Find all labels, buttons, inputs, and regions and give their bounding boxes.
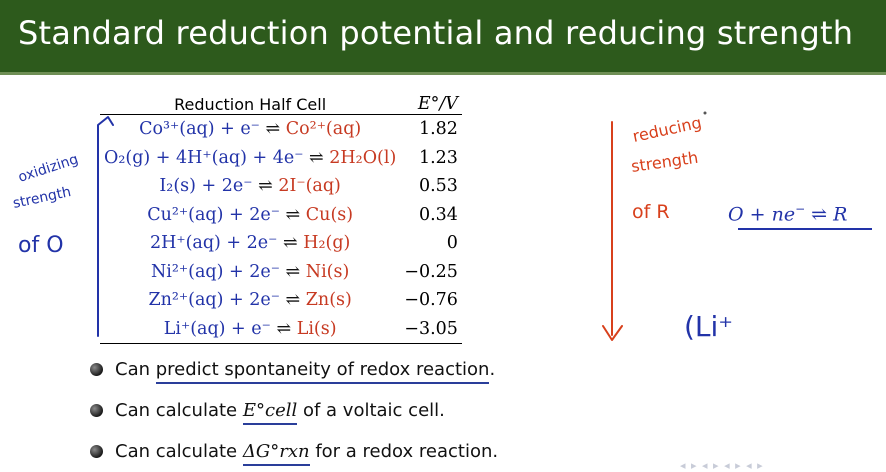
oxidized-species: Zn²⁺(aq) + 2e⁻ <box>148 290 280 311</box>
table-row: Zn²⁺(aq) + 2e⁻ ⇌ Zn(s) −0.76 <box>100 286 462 315</box>
slide-navigation-icon[interactable]: ◂ ▸ ◂ ▸ ◂ ▸ ◂ ▸ <box>680 459 764 472</box>
reduction-potential-table: Reduction Half Cell E°/V Co³⁺(aq) + e⁻ ⇌… <box>100 90 462 344</box>
oxidizing-note: oxidizing <box>16 151 80 185</box>
table-row: O₂(g) + 4H⁺(aq) + 4e⁻ ⇌ 2H₂O(l) 1.23 <box>100 144 462 173</box>
half-reaction: 2H⁺(aq) + 2e⁻ ⇌ H₂(g) <box>100 229 400 258</box>
potential-value: 0 <box>446 233 458 254</box>
oxidized-species: O₂(g) + 4H⁺(aq) + 4e⁻ <box>104 147 304 168</box>
bullet-dot <box>90 404 103 417</box>
table-row: Co³⁺(aq) + e⁻ ⇌ Co²⁺(aq) 1.82 <box>100 115 462 144</box>
equilibrium-arrow: ⇌ <box>258 176 273 197</box>
potential-value: 1.23 <box>418 147 458 168</box>
right-arrow-down-icon <box>602 121 623 341</box>
title-bar: Standard reduction potential and reducin… <box>0 0 886 72</box>
equilibrium-arrow: ⇌ <box>285 261 301 282</box>
potential-value: 0.53 <box>418 176 458 197</box>
table-row: Cu²⁺(aq) + 2e⁻ ⇌ Cu(s) 0.34 <box>100 201 462 230</box>
ink-dot <box>703 111 707 115</box>
half-reaction: I₂(s) + 2e⁻ ⇌ 2I⁻(aq) <box>100 172 400 201</box>
equilibrium-arrow: ⇌ <box>265 119 281 140</box>
table-header-row: Reduction Half Cell E°/V <box>100 90 462 115</box>
bullet-item: Can calculate ΔG°rxn for a redox reactio… <box>90 431 498 472</box>
header-half-cell: Reduction Half Cell <box>174 95 327 114</box>
half-reaction: O₂(g) + 4H⁺(aq) + 4e⁻ ⇌ 2H₂O(l) <box>100 144 400 173</box>
header-potential: E°/V <box>417 94 458 114</box>
half-reaction: Cu²⁺(aq) + 2e⁻ ⇌ Cu(s) <box>100 201 400 230</box>
reduced-species: 2H₂O(l) <box>329 147 397 168</box>
half-reaction: Ni²⁺(aq) + 2e⁻ ⇌ Ni(s) <box>100 258 400 287</box>
of-o-note: of O <box>18 233 64 258</box>
bullet-text: Can predict spontaneity of redox reactio… <box>115 359 495 384</box>
reduced-species: Zn(s) <box>305 290 352 311</box>
general-half-reaction: O + ne− ⇌ R <box>728 202 848 226</box>
reduced-species: 2I⁻(aq) <box>278 176 341 197</box>
left-annotation: oxidizing strength of O <box>12 116 114 337</box>
oxidized-species: Cu²⁺(aq) + 2e⁻ <box>147 204 280 225</box>
reduced-species: Cu(s) <box>305 204 354 225</box>
underlined-phrase: predict spontaneity of redox reaction <box>155 359 490 384</box>
bullet-text: Can calculate ΔG°rxn for a redox reactio… <box>115 441 498 466</box>
bullet-item: Can calculate E°cell of a voltaic cell. <box>90 390 498 431</box>
strength-r-note: strength <box>630 148 699 176</box>
reduced-species: Li(s) <box>296 318 337 339</box>
potential-value: −0.76 <box>404 290 458 311</box>
gibbs-energy-symbol: ΔG°rxn <box>242 441 310 466</box>
equilibrium-arrow: ⇌ <box>285 204 301 225</box>
li-ion-note: (Li⁺ <box>684 310 733 343</box>
potential-value: −0.25 <box>404 261 458 282</box>
reduced-species: Co²⁺(aq) <box>285 119 362 140</box>
oxidized-species: 2H⁺(aq) + 2e⁻ <box>149 233 278 254</box>
bullet-text: Can calculate E°cell of a voltaic cell. <box>115 400 445 425</box>
table-row: I₂(s) + 2e⁻ ⇌ 2I⁻(aq) 0.53 <box>100 172 462 201</box>
of-r-note: of R <box>632 201 670 223</box>
bullet-list: Can predict spontaneity of redox reactio… <box>90 349 498 472</box>
half-reaction: Li⁺(aq) + e⁻ ⇌ Li(s) <box>100 315 400 344</box>
table-row: Li⁺(aq) + e⁻ ⇌ Li(s) −3.05 <box>100 315 462 344</box>
potential-value: 1.82 <box>418 119 458 140</box>
equilibrium-arrow: ⇌ <box>309 147 324 168</box>
potential-value: −3.05 <box>404 318 458 339</box>
reduced-species: H₂(g) <box>303 233 351 254</box>
oxidized-species: Li⁺(aq) + e⁻ <box>163 318 271 339</box>
equilibrium-arrow: ⇌ <box>285 290 301 311</box>
potential-value: 0.34 <box>418 204 458 225</box>
bullet-dot <box>90 445 103 458</box>
oxidized-species: Co³⁺(aq) + e⁻ <box>139 119 260 140</box>
right-annotation: reducing strength of R <box>602 113 703 341</box>
bullet-dot <box>90 363 103 376</box>
table-row: 2H⁺(aq) + 2e⁻ ⇌ H₂(g) 0 <box>100 229 462 258</box>
cell-potential-symbol: E°cell <box>242 400 298 425</box>
half-reaction: Co³⁺(aq) + e⁻ ⇌ Co²⁺(aq) <box>100 115 400 144</box>
oxidized-species: Ni²⁺(aq) + 2e⁻ <box>150 261 280 282</box>
oxidized-species: I₂(s) + 2e⁻ <box>159 176 253 197</box>
reduced-species: Ni(s) <box>305 261 350 282</box>
equilibrium-arrow: ⇌ <box>276 318 292 339</box>
equilibrium-arrow: ⇌ <box>282 233 298 254</box>
bullet-item: Can predict spontaneity of redox reactio… <box>90 349 498 390</box>
title-underline <box>0 72 886 75</box>
slide-title: Standard reduction potential and reducin… <box>18 14 854 52</box>
strength-note: strength <box>12 184 73 212</box>
half-reaction: Zn²⁺(aq) + 2e⁻ ⇌ Zn(s) <box>100 286 400 315</box>
reducing-note: reducing <box>631 113 703 146</box>
table-row: Ni²⁺(aq) + 2e⁻ ⇌ Ni(s) −0.25 <box>100 258 462 287</box>
